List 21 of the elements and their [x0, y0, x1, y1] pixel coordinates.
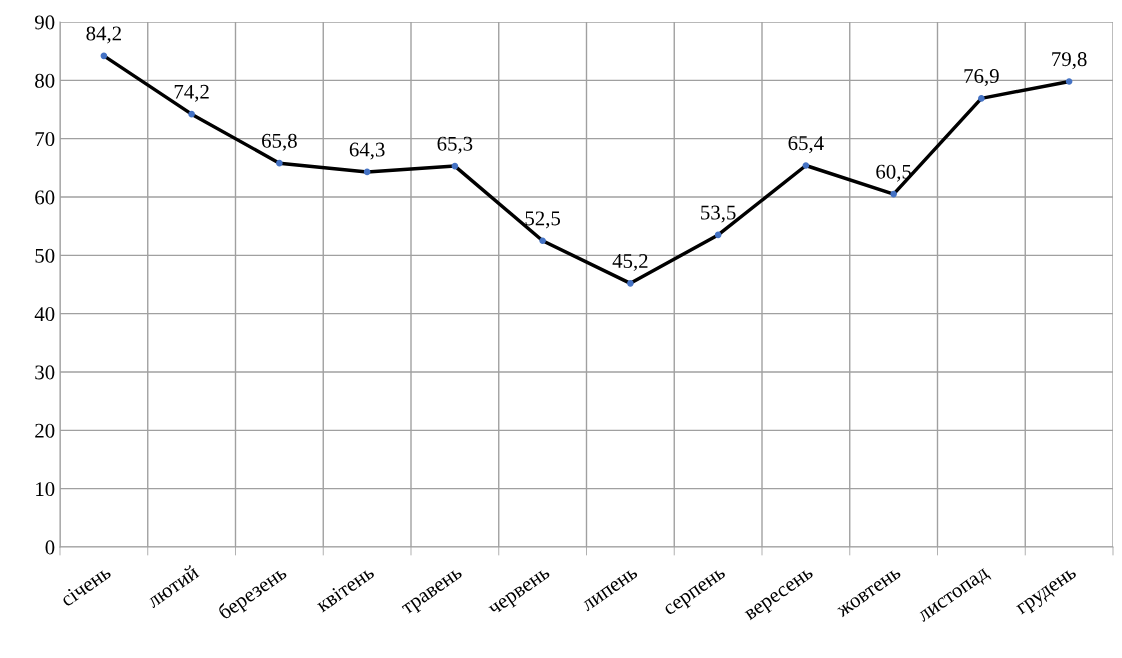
- data-label: 53,5: [701, 205, 736, 223]
- y-tick-label: 0: [45, 540, 55, 555]
- data-label: 65,3: [437, 136, 473, 154]
- y-tick-label: 40: [34, 307, 55, 322]
- data-label: 79,8: [1052, 52, 1087, 70]
- data-label: 84,2: [86, 26, 121, 44]
- data-label: 52,5: [525, 211, 561, 229]
- data-label: 65,4: [788, 136, 824, 154]
- y-tick-label: 80: [35, 73, 55, 88]
- y-tick-label: 90: [34, 15, 55, 30]
- data-label: 76,9: [964, 69, 999, 87]
- data-label: 45,2: [612, 253, 648, 271]
- y-tick-label: 70: [35, 132, 55, 147]
- y-tick-label: 50: [35, 248, 55, 263]
- data-label: 74,2: [174, 84, 209, 102]
- y-tick-label: 10: [36, 482, 55, 497]
- y-tick-label: 30: [35, 365, 55, 380]
- data-label: 64,3: [349, 142, 385, 160]
- y-tick-label: 60: [35, 190, 55, 205]
- y-tick-label: 20: [35, 423, 55, 438]
- data-label: 65,8: [262, 133, 297, 151]
